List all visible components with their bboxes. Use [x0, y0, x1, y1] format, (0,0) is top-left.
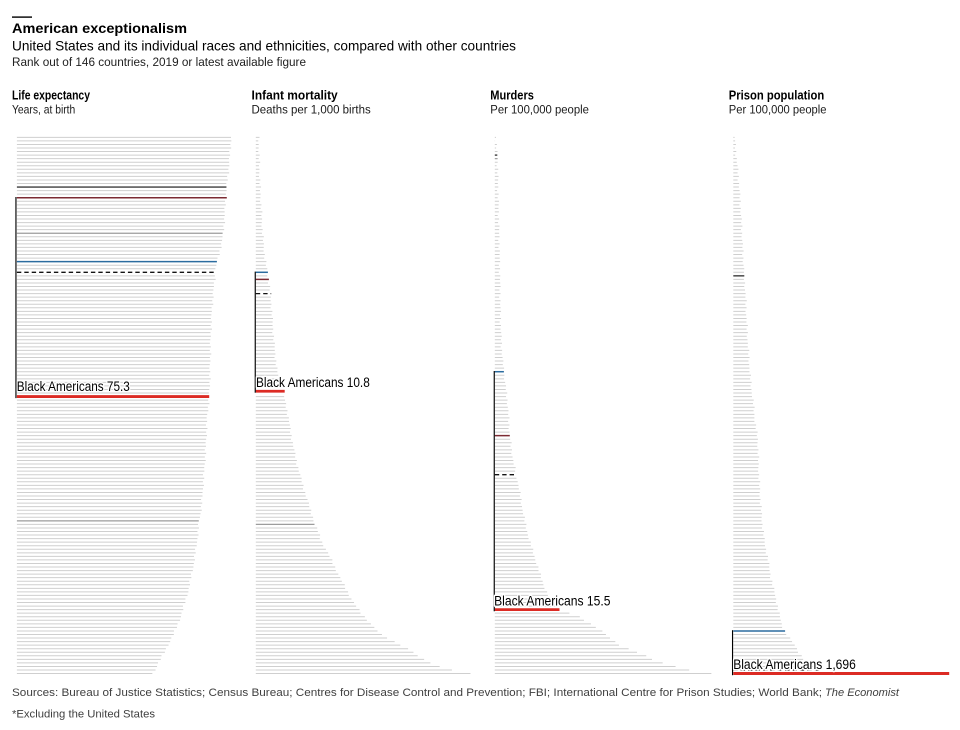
svg-text:Black Americans 10.8: Black Americans 10.8 [256, 375, 370, 391]
svg-text:Black Americans 15.5: Black Americans 15.5 [494, 594, 610, 610]
svg-text:Years, at birth: Years, at birth [12, 103, 75, 117]
svg-text:Black Americans 1,696: Black Americans 1,696 [733, 657, 856, 673]
svg-text:Per 100,000 people: Per 100,000 people [729, 103, 827, 117]
svg-text:The Economist: The Economist [825, 687, 900, 699]
svg-text:*Excluding the United States: *Excluding the United States [12, 709, 155, 721]
svg-text:Black Americans 75.3: Black Americans 75.3 [17, 379, 130, 395]
svg-text:Murders: Murders [490, 89, 534, 103]
svg-text:Prison population: Prison population [729, 89, 824, 103]
svg-text:Sources: Bureau of Justice Sta: Sources: Bureau of Justice Statistics; C… [12, 687, 822, 699]
svg-text:American exceptionalism: American exceptionalism [12, 20, 187, 36]
svg-text:Infant mortality: Infant mortality [252, 89, 338, 103]
svg-text:Per 100,000 people: Per 100,000 people [490, 103, 589, 117]
svg-text:United States and its individu: United States and its individual races a… [12, 39, 516, 54]
svg-text:Deaths per 1,000 births: Deaths per 1,000 births [252, 103, 371, 117]
svg-text:Life expectancy: Life expectancy [12, 89, 90, 103]
svg-text:Rank out of 146 countries, 201: Rank out of 146 countries, 2019 or lates… [12, 55, 306, 69]
